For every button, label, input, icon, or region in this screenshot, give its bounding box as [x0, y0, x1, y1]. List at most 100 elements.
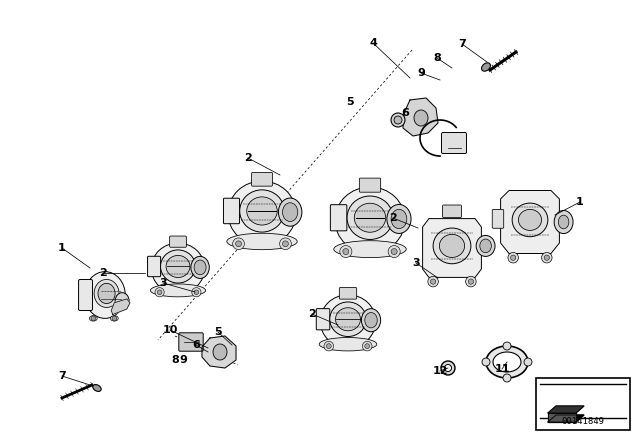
- Ellipse shape: [476, 235, 495, 256]
- Ellipse shape: [282, 203, 298, 221]
- Circle shape: [194, 290, 198, 294]
- Polygon shape: [202, 336, 236, 368]
- Ellipse shape: [150, 284, 205, 297]
- Circle shape: [326, 344, 332, 349]
- Text: 7: 7: [58, 371, 66, 381]
- FancyBboxPatch shape: [316, 309, 330, 330]
- Ellipse shape: [166, 255, 190, 277]
- Ellipse shape: [94, 280, 119, 307]
- Circle shape: [362, 341, 372, 351]
- Circle shape: [544, 255, 549, 260]
- Ellipse shape: [227, 233, 297, 250]
- Circle shape: [503, 374, 511, 382]
- Text: 11: 11: [494, 364, 509, 374]
- Text: 2: 2: [244, 153, 252, 163]
- Circle shape: [365, 344, 370, 349]
- Ellipse shape: [98, 283, 115, 304]
- Circle shape: [340, 246, 352, 258]
- Ellipse shape: [115, 293, 129, 310]
- FancyBboxPatch shape: [443, 205, 461, 217]
- Circle shape: [445, 365, 451, 371]
- Circle shape: [391, 249, 397, 254]
- Text: 8: 8: [171, 355, 179, 365]
- FancyBboxPatch shape: [170, 236, 186, 247]
- Ellipse shape: [278, 198, 302, 226]
- Ellipse shape: [90, 316, 97, 321]
- Circle shape: [503, 342, 511, 350]
- Circle shape: [282, 241, 289, 247]
- Text: 6: 6: [401, 108, 409, 118]
- Polygon shape: [548, 406, 584, 413]
- Ellipse shape: [347, 196, 393, 240]
- Ellipse shape: [335, 187, 405, 254]
- Text: 2: 2: [308, 309, 316, 319]
- Ellipse shape: [480, 239, 492, 253]
- Ellipse shape: [194, 260, 206, 275]
- Ellipse shape: [191, 256, 209, 279]
- Ellipse shape: [111, 316, 118, 321]
- Ellipse shape: [433, 228, 471, 264]
- Circle shape: [524, 358, 532, 366]
- FancyBboxPatch shape: [442, 133, 467, 154]
- Text: 7: 7: [458, 39, 466, 49]
- Text: 1: 1: [576, 197, 584, 207]
- FancyBboxPatch shape: [359, 178, 381, 192]
- Bar: [536, 378, 630, 430]
- Circle shape: [541, 253, 552, 263]
- Polygon shape: [548, 413, 576, 422]
- Circle shape: [91, 316, 95, 321]
- Circle shape: [441, 361, 455, 375]
- Polygon shape: [500, 190, 559, 254]
- Circle shape: [482, 358, 490, 366]
- Text: 00141849: 00141849: [561, 417, 605, 426]
- Text: 3: 3: [412, 258, 420, 268]
- Circle shape: [431, 279, 436, 284]
- FancyBboxPatch shape: [79, 280, 92, 310]
- Circle shape: [391, 113, 405, 127]
- Ellipse shape: [319, 337, 377, 351]
- Polygon shape: [403, 98, 438, 136]
- Ellipse shape: [84, 271, 125, 319]
- Ellipse shape: [320, 295, 376, 348]
- FancyBboxPatch shape: [492, 210, 504, 228]
- Ellipse shape: [93, 384, 101, 392]
- Circle shape: [428, 276, 438, 287]
- Circle shape: [233, 238, 244, 250]
- Polygon shape: [548, 415, 584, 422]
- Text: 2: 2: [389, 213, 397, 223]
- Ellipse shape: [414, 110, 428, 126]
- Ellipse shape: [330, 302, 366, 336]
- Ellipse shape: [161, 250, 195, 283]
- Circle shape: [508, 253, 518, 263]
- Circle shape: [468, 279, 474, 284]
- Ellipse shape: [486, 346, 528, 378]
- Ellipse shape: [558, 215, 569, 229]
- Circle shape: [343, 249, 349, 254]
- Text: 2: 2: [99, 268, 107, 278]
- Text: 9: 9: [417, 68, 425, 78]
- Ellipse shape: [387, 204, 411, 233]
- Ellipse shape: [391, 209, 407, 228]
- Circle shape: [511, 255, 516, 260]
- Ellipse shape: [247, 197, 277, 225]
- Circle shape: [157, 290, 162, 294]
- Ellipse shape: [335, 308, 360, 331]
- Ellipse shape: [512, 203, 548, 237]
- Circle shape: [280, 238, 291, 250]
- Circle shape: [155, 288, 164, 297]
- Text: 6: 6: [192, 340, 200, 350]
- Text: 3: 3: [159, 278, 167, 288]
- Circle shape: [324, 341, 333, 351]
- Ellipse shape: [362, 309, 381, 332]
- FancyBboxPatch shape: [330, 205, 347, 231]
- Polygon shape: [111, 299, 130, 314]
- Ellipse shape: [355, 203, 386, 232]
- Polygon shape: [422, 219, 481, 277]
- Ellipse shape: [440, 234, 465, 258]
- Ellipse shape: [213, 344, 227, 360]
- Ellipse shape: [334, 241, 406, 258]
- FancyBboxPatch shape: [223, 198, 239, 224]
- Text: 1: 1: [58, 243, 66, 253]
- Ellipse shape: [228, 181, 296, 246]
- Ellipse shape: [240, 190, 284, 232]
